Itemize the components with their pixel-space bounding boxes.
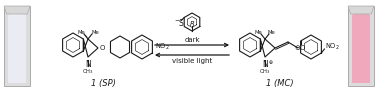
Polygon shape	[348, 6, 374, 14]
Text: O: O	[100, 45, 105, 51]
Text: $\oplus$: $\oplus$	[268, 58, 274, 66]
Text: visible light: visible light	[172, 58, 212, 64]
Ellipse shape	[352, 13, 370, 18]
Polygon shape	[352, 16, 370, 83]
Text: 1 (SP): 1 (SP)	[91, 79, 115, 88]
Text: $\ominus$O: $\ominus$O	[294, 43, 307, 52]
Text: NO$_2$: NO$_2$	[325, 42, 340, 52]
Text: Me: Me	[267, 29, 275, 35]
Text: CH$_3$: CH$_3$	[259, 67, 271, 76]
Text: CH$_3$: CH$_3$	[82, 67, 94, 76]
Text: Me: Me	[254, 29, 262, 35]
Text: Me: Me	[77, 29, 85, 35]
Text: N: N	[85, 60, 91, 69]
Text: N: N	[262, 60, 268, 69]
Text: Me: Me	[91, 29, 99, 35]
Text: R: R	[189, 21, 194, 27]
Polygon shape	[348, 6, 374, 86]
Ellipse shape	[8, 13, 26, 18]
Text: 1 (MC): 1 (MC)	[266, 79, 294, 88]
Text: NO$_2$: NO$_2$	[155, 42, 170, 52]
Polygon shape	[4, 6, 30, 86]
Polygon shape	[8, 16, 26, 83]
Text: dark: dark	[184, 37, 200, 43]
Polygon shape	[4, 6, 30, 14]
Text: $^{-}$S: $^{-}$S	[174, 17, 185, 28]
